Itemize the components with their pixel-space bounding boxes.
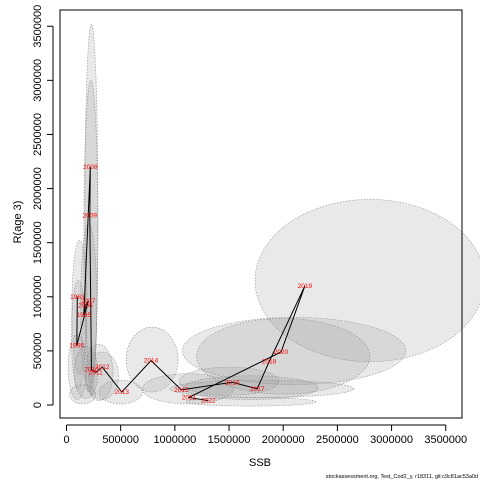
y-tick-label: 2000000 xyxy=(32,167,44,210)
confidence-ellipse xyxy=(69,384,97,405)
plot-frame xyxy=(59,9,463,419)
trajectory xyxy=(76,166,306,402)
x-tick-label: 1000000 xyxy=(153,434,196,446)
year-label: 2014 xyxy=(144,358,159,365)
axes: 0 500000 1000000 1500000 2000000 2500000 30000… xyxy=(32,5,467,446)
y-tick-label: 500000 xyxy=(32,333,44,370)
y-tick-label: 3000000 xyxy=(32,59,44,102)
year-label: 2011 xyxy=(89,370,103,377)
confidence-ellipse xyxy=(84,344,114,401)
confidence-ellipse xyxy=(254,199,480,362)
confidence-ellipse xyxy=(183,375,319,400)
year-label: 2015 xyxy=(174,387,189,394)
x-tick-label: 2000000 xyxy=(262,434,305,446)
year-label: 2016 xyxy=(225,379,240,386)
x-tick-label: 1500000 xyxy=(208,434,251,446)
year-label: 2017 xyxy=(250,386,265,393)
trajectory-line xyxy=(76,166,306,402)
x-tick-label: 500000 xyxy=(102,434,139,446)
y-tick-label: 2500000 xyxy=(32,113,44,156)
confidence-ellipse xyxy=(196,318,371,395)
x-tick-label: 0 xyxy=(63,434,69,446)
confidence-ellipse xyxy=(71,240,88,376)
y-tick-label: 1000000 xyxy=(32,275,44,318)
y-tick-label: 3500000 xyxy=(32,5,44,48)
confidence-ellipses xyxy=(67,23,480,407)
confidence-ellipse xyxy=(80,222,98,393)
year-label: 2010 xyxy=(84,366,99,373)
y-axis-title: R(age 3) xyxy=(12,201,24,244)
y-tick-label: 1500000 xyxy=(32,221,44,264)
confidence-ellipse xyxy=(85,351,119,400)
x-tick-label: 3500000 xyxy=(424,434,467,446)
year-label: 1966 xyxy=(70,342,85,349)
year-label: 2020 xyxy=(274,349,289,356)
year-label: 2019 xyxy=(298,283,313,290)
confidence-ellipse xyxy=(98,379,143,405)
year-label: 2021 xyxy=(182,394,197,401)
footer-text: stockassessment.org, Test_Cod2_y, r18311… xyxy=(326,474,478,480)
year-label: 2012 xyxy=(95,364,110,371)
x-tick-label: 3000000 xyxy=(370,434,413,446)
year-label: 2013 xyxy=(115,389,130,396)
confidence-ellipse xyxy=(73,346,99,399)
y-tick-label: 0 xyxy=(32,402,44,408)
x-tick-label: 2500000 xyxy=(316,434,359,446)
year-label: 2007 xyxy=(81,298,96,305)
confidence-ellipse xyxy=(185,397,317,407)
year-label: 2018 xyxy=(262,359,277,366)
confidence-ellipse xyxy=(71,280,86,390)
year-label: 1963 xyxy=(70,294,85,301)
year-label: 2006 xyxy=(78,302,93,309)
year-label: 1985 xyxy=(77,312,92,319)
year-label: 2022 xyxy=(201,398,216,405)
year-label: 2008 xyxy=(83,164,98,171)
x-axis-title: SSB xyxy=(249,457,271,469)
year-label: 2009 xyxy=(83,213,98,220)
